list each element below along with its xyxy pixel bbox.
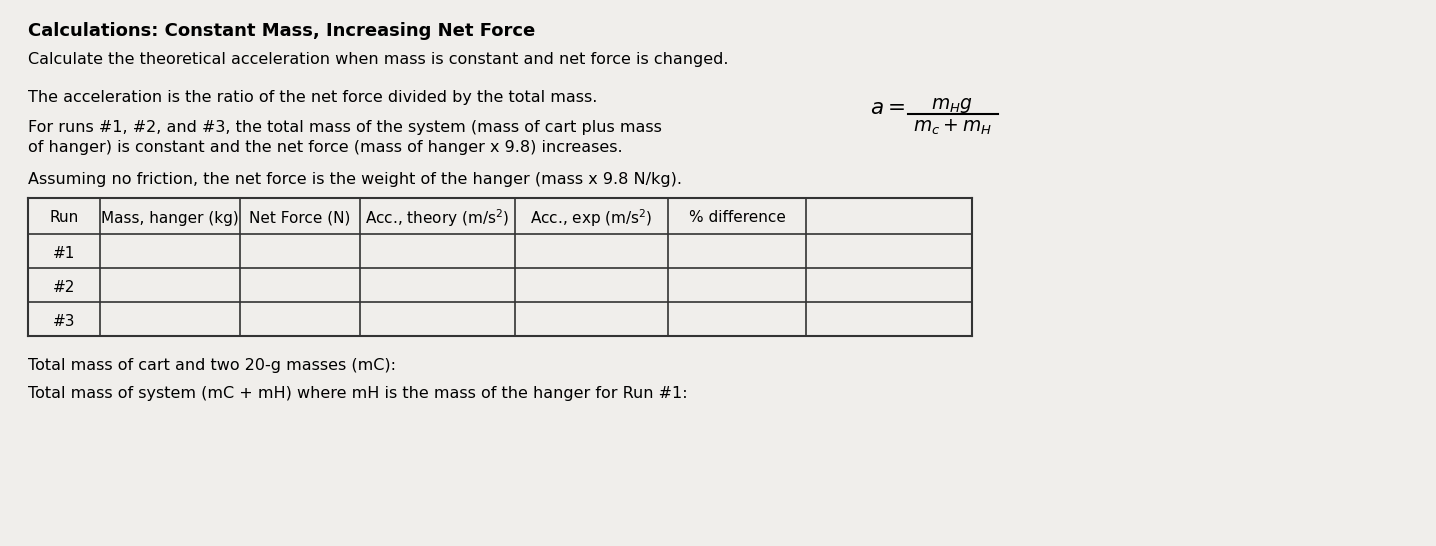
Text: Calculations: Constant Mass, Increasing Net Force: Calculations: Constant Mass, Increasing … bbox=[27, 22, 536, 40]
Text: Total mass of cart and two 20-g masses (mC):: Total mass of cart and two 20-g masses (… bbox=[27, 358, 396, 373]
Text: Net Force (N): Net Force (N) bbox=[250, 211, 350, 225]
Text: For runs #1, #2, and #3, the total mass of the system (mass of cart plus mass: For runs #1, #2, and #3, the total mass … bbox=[27, 120, 662, 135]
Text: Run: Run bbox=[49, 211, 79, 225]
Text: % difference: % difference bbox=[689, 211, 785, 225]
Text: Calculate the theoretical acceleration when mass is constant and net force is ch: Calculate the theoretical acceleration w… bbox=[27, 52, 728, 67]
Text: Mass, hanger (kg): Mass, hanger (kg) bbox=[101, 211, 238, 225]
Text: $m_H g$: $m_H g$ bbox=[931, 96, 974, 115]
Text: Total mass of system (mC + mH) where mH is the mass of the hanger for Run #1:: Total mass of system (mC + mH) where mH … bbox=[27, 386, 688, 401]
Text: Assuming no friction, the net force is the weight of the hanger (mass x 9.8 N/kg: Assuming no friction, the net force is t… bbox=[27, 172, 682, 187]
Text: Acc., theory (m/s$^2$): Acc., theory (m/s$^2$) bbox=[365, 207, 510, 229]
Text: Acc., exp (m/s$^2$): Acc., exp (m/s$^2$) bbox=[530, 207, 653, 229]
Text: #3: #3 bbox=[53, 313, 75, 329]
Text: #2: #2 bbox=[53, 280, 75, 294]
Text: $a =$: $a =$ bbox=[870, 98, 905, 118]
Text: of hanger) is constant and the net force (mass of hanger x 9.8) increases.: of hanger) is constant and the net force… bbox=[27, 140, 623, 155]
Text: $m_c + m_H$: $m_c + m_H$ bbox=[913, 118, 991, 137]
Text: #1: #1 bbox=[53, 246, 75, 260]
Text: The acceleration is the ratio of the net force divided by the total mass.: The acceleration is the ratio of the net… bbox=[27, 90, 597, 105]
